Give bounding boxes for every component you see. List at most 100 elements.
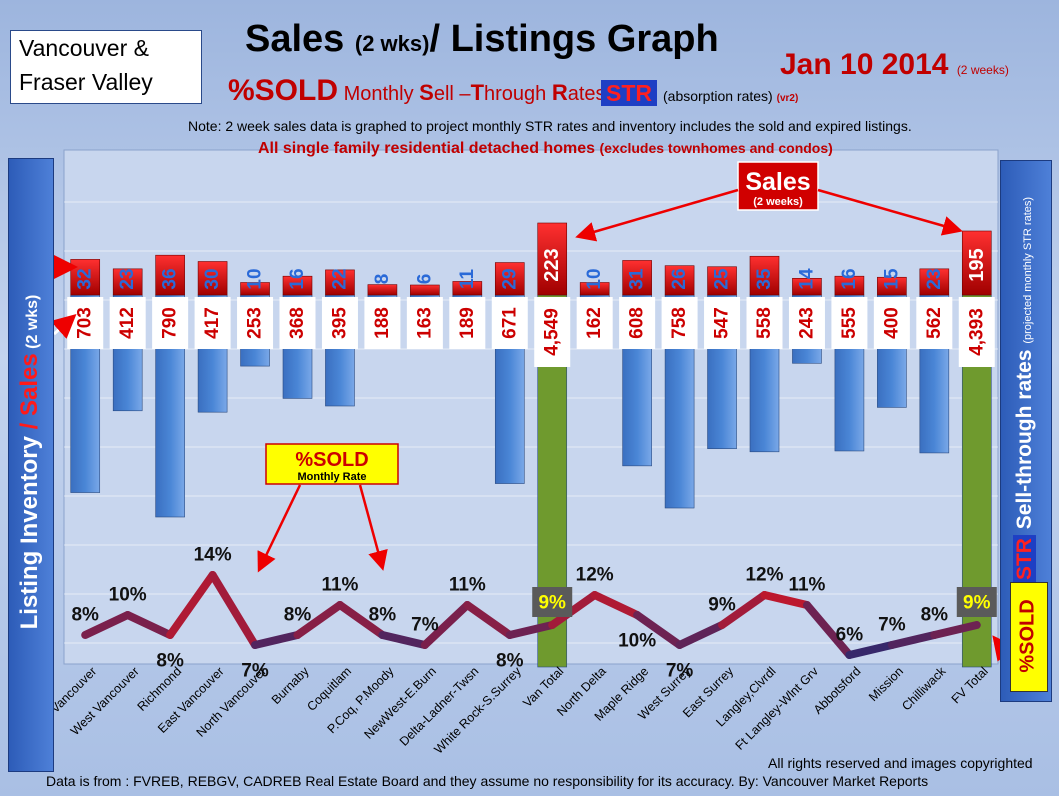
listing-value-label: 243 [796,307,817,339]
title-rest: / Listings Graph [429,18,719,60]
method-note: Note: 2 week sales data is graphed to pr… [188,118,912,134]
sold-ates: ates [567,83,606,105]
copyright-note: All rights reserved and images copyright… [768,755,1033,771]
listing-label-box [152,297,189,349]
sales-value-label: 23 [924,268,945,289]
sold-line-segment [335,601,387,639]
report-date: Jan 10 2014 (2 weeks) [780,48,1009,82]
sold-value-label: 9% [538,593,566,614]
sold-line-segment [293,601,344,639]
sales-bar [197,261,228,296]
sales-value-label: 32 [75,268,96,289]
region-line-1: Vancouver & [19,35,149,61]
scope-note-small: (excludes townhomes and condos) [599,140,833,156]
left-label-sales: Sales [16,353,43,417]
sales-arrow-right [817,188,963,236]
sold-value-label: 8% [156,651,184,672]
listing-value-label: 4,549 [542,308,563,356]
left-label-listing: Listing Inventory [16,429,43,630]
listing-value-label: 562 [924,307,945,339]
sold-total-box [956,587,997,617]
sales-value-label: 36 [160,268,181,289]
listing-value-label: 162 [584,307,605,339]
sales-bar [282,275,313,296]
sold-pct: %SOLD [228,74,339,107]
listing-label-box [491,297,528,349]
listing-value-label: 608 [627,307,648,339]
sold-monthly: Monthly [338,83,420,105]
sold-callout-sub: Monthly Rate [297,471,366,483]
sold-value-label: 10% [109,585,147,606]
category-label: Ft Langley-Wlnt Grv [733,664,822,753]
sales-value-label: 10 [584,268,605,289]
sales-value-label: 8 [372,274,393,285]
category-label: Mission [866,664,906,704]
listing-value-label: 558 [754,307,775,339]
sold-value-label: 8% [496,651,524,672]
listing-value-label: 412 [117,307,138,339]
sold-arrow-left [257,484,302,573]
listing-value-label: 417 [202,307,223,339]
sales-value-label: 26 [669,268,690,289]
sold-r: R [551,80,568,105]
listing-label-box [237,297,274,349]
listing-label-box [704,297,741,349]
sold-hrough: hrough [484,83,552,105]
sold-rate-heading: %SOLD Monthly Sell –Through Rates [228,74,606,108]
listing-value-label: 189 [457,307,478,339]
sales-value-label: 11 [457,269,478,290]
sales-bar [537,222,568,296]
category-label: Burnaby [269,664,312,707]
listing-label-box [661,297,698,349]
sold-total-box [532,587,573,617]
title-paren: (2 wks) [354,31,430,56]
sold-line-segment [845,641,896,659]
listing-value-label: 368 [287,307,308,339]
sold-value-label: 7% [241,661,269,682]
date-small: (2 weeks) [956,63,1009,77]
left-axis-label: Listing Inventory / Sales (2 wks) [16,295,44,630]
sales-callout-sub: (2 weeks) [753,196,803,208]
left-label-slash: / [16,416,43,430]
category-label: NewWest-E.Burn [361,664,439,742]
listing-value-label: 253 [245,307,266,339]
str-note-version: (vr2) [776,93,799,104]
sold-line-segment [802,601,854,659]
sold-value-label: 7% [878,615,906,636]
listing-pointer-arrow [50,314,77,339]
sold-line-segment [378,631,429,649]
sold-value-label: 11% [788,575,825,596]
sold-value-label: 8% [71,605,99,626]
sales-value-label: 35 [754,268,775,290]
sales-value-label: 16 [839,268,860,289]
sales-bar [112,268,143,296]
sales-bar [325,269,355,296]
sales-bar [367,284,398,296]
sold-line-segment [463,601,514,639]
sold-value-label: 8% [284,605,312,626]
sales-bar [622,260,652,296]
listing-label-box [831,297,868,349]
sales-callout-box [737,161,819,211]
sales-bar [155,254,185,296]
sold-value-label: 9% [708,595,736,616]
sold-value-label: 12% [576,565,614,586]
sold-line-segment [123,611,175,639]
listing-label-box [619,297,656,349]
scope-note-main: All single family residential detached h… [258,140,600,157]
sold-ell: ell – [433,83,471,105]
sold-value-label: 10% [618,631,656,652]
sold-t: T [470,80,485,105]
sales-value-label: 195 [966,248,988,281]
listing-label-box [534,297,571,367]
date-main: Jan 10 2014 [780,48,957,81]
listing-label-box [279,297,316,349]
sold-line-segment [251,631,302,649]
listing-value-label: 400 [881,307,902,339]
listing-label-box [576,297,613,349]
listing-value-label: 163 [414,307,435,339]
category-label: White Rock-S.Surrey [431,664,524,757]
str-note-main: (absorption rates) [663,88,777,104]
sold-line-segment [590,591,642,619]
